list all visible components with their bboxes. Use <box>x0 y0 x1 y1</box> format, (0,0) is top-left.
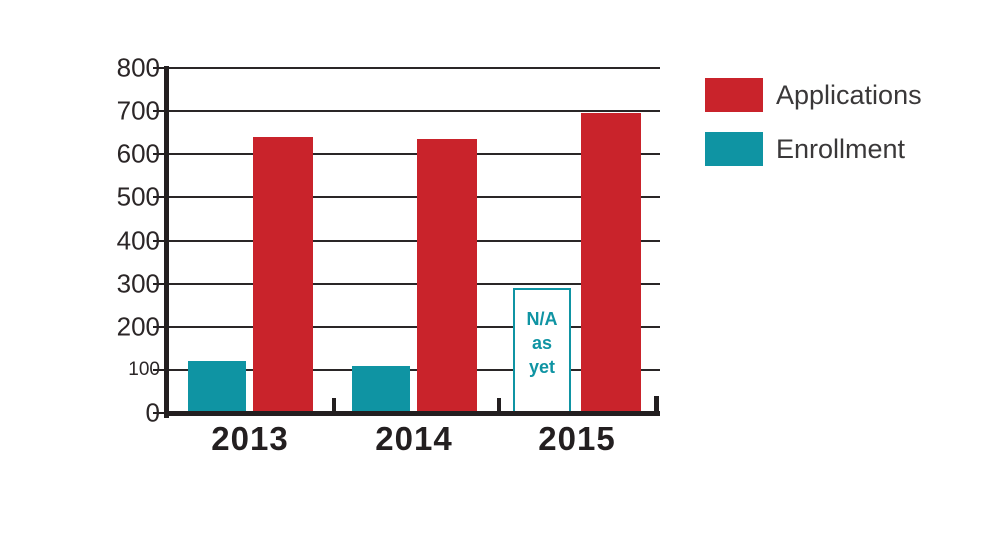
enrollment-bar-2014 <box>352 365 410 413</box>
applications-swatch <box>705 78 763 112</box>
gridline-700 <box>166 110 660 113</box>
na-box-text-line: yet <box>528 356 555 377</box>
x-axis-end-tick <box>654 396 659 412</box>
applications-bar-2013 <box>253 137 313 413</box>
y-axis-tick-label: 300 <box>116 268 160 299</box>
y-axis-tick <box>153 325 166 328</box>
y-axis-tick <box>153 368 166 371</box>
na-box-text-line: N/A <box>526 308 558 329</box>
na-box-text-line: as <box>531 332 553 353</box>
y-axis-tick-label: 0 <box>145 397 160 428</box>
y-axis-tick <box>153 196 166 199</box>
x-axis-label-2014: 2014 <box>375 420 453 457</box>
x-axis-tick <box>332 398 336 411</box>
applications-bar-2015 <box>581 113 641 413</box>
gridline-800 <box>166 67 660 69</box>
gridline-200 <box>166 325 660 328</box>
gridline-100 <box>166 368 660 371</box>
y-axis-tick <box>153 110 166 113</box>
y-axis-tick <box>153 153 166 156</box>
y-axis-tick-label: 100 <box>128 358 160 380</box>
enrollment-bar-2013 <box>188 361 246 413</box>
applications-bar-2014 <box>417 139 477 413</box>
chart-legend: Applications Enrollment <box>705 78 922 186</box>
legend-item-enrollment: Enrollment <box>705 132 922 166</box>
y-axis-tick-label: 800 <box>116 52 160 83</box>
y-axis-tick-label: 500 <box>116 181 160 212</box>
legend-label-enrollment: Enrollment <box>776 133 906 164</box>
legend-label-applications: Applications <box>776 79 922 110</box>
y-axis-tick-label: 700 <box>116 95 160 126</box>
gridline-300 <box>166 282 660 285</box>
y-axis-tick-label: 200 <box>116 311 160 342</box>
gridline-500 <box>166 196 660 199</box>
legend-item-applications: Applications <box>705 78 922 112</box>
x-axis-label-2015: 2015 <box>538 420 616 457</box>
y-axis-tick <box>153 282 166 285</box>
x-axis-tick <box>497 398 501 411</box>
gridline-600 <box>166 153 660 156</box>
y-axis-tick <box>153 412 166 414</box>
x-axis-label-2013: 2013 <box>211 420 289 457</box>
x-axis <box>164 411 660 416</box>
na-enrollment-box: N/A as yet <box>513 287 571 413</box>
y-axis-tick-label: 400 <box>116 224 160 255</box>
y-axis <box>164 66 169 418</box>
enrollment-swatch <box>705 132 763 166</box>
y-axis-tick-label: 600 <box>116 138 160 169</box>
y-axis-tick <box>153 67 166 69</box>
y-axis-tick <box>153 239 166 242</box>
gridline-400 <box>166 239 660 242</box>
